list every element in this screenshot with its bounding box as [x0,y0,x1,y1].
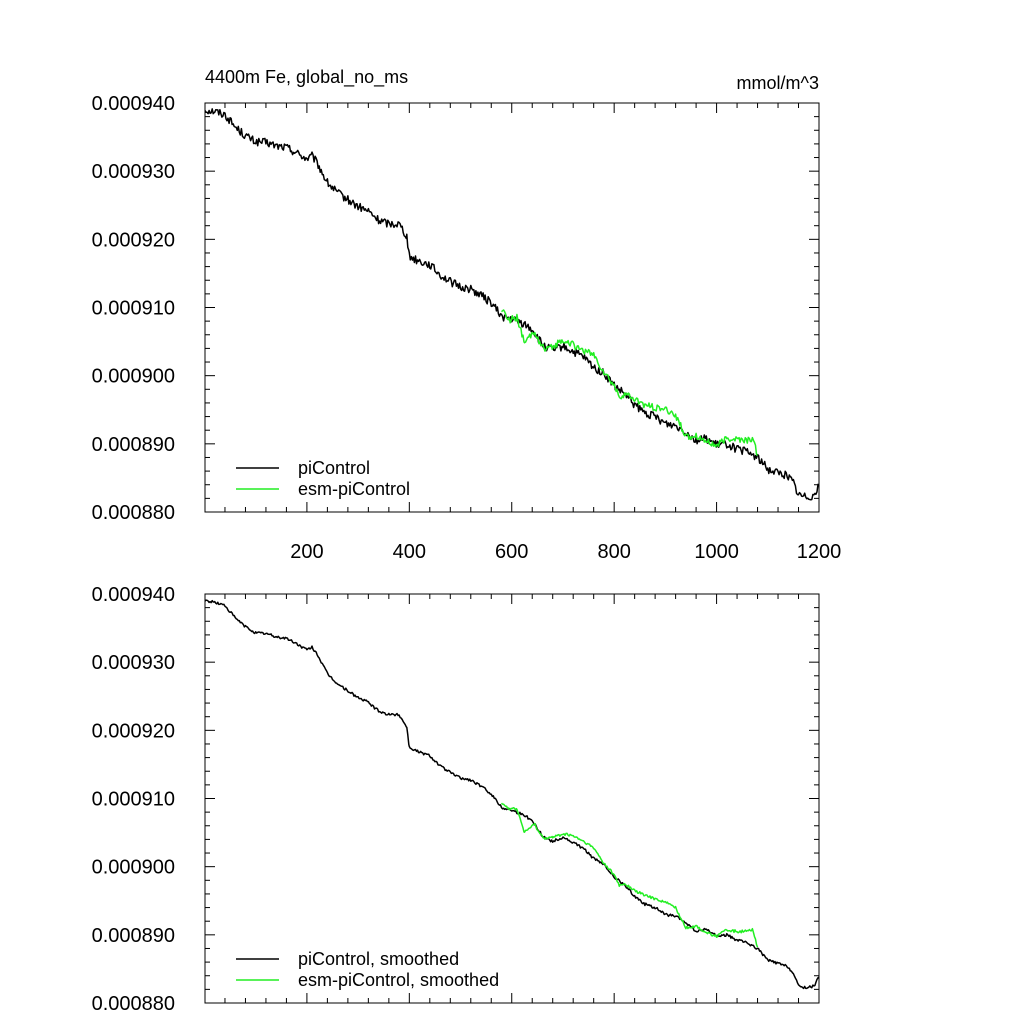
y-tick-label: 0.000890 [92,925,175,947]
x-tick-label: 400 [393,541,426,563]
y-tick-label: 0.000940 [92,93,175,115]
y-tick-label: 0.000900 [92,366,175,388]
series-line-esm-picontrol [500,802,759,948]
y-tick-label: 0.000920 [92,229,175,251]
x-tick-label: 200 [290,541,323,563]
x-tick-label: 800 [597,541,630,563]
series-line-esm-picontrol [500,309,758,456]
y-tick-label: 0.000910 [92,789,175,811]
series-line-picontrol [204,108,820,501]
x-tick-label: 600 [495,541,528,563]
legend-label: esm-piControl, smoothed [298,970,499,990]
y-tick-label: 0.000910 [92,298,175,320]
y-tick-label: 0.000920 [92,720,175,742]
plot-frame [204,102,820,513]
chart-title: 4400m Fe, global_no_ms [205,67,408,88]
legend-label: piControl [298,458,370,478]
x-tick-label: 1000 [694,541,739,563]
plot-frame [204,593,820,1004]
y-tick-label: 0.000900 [92,857,175,879]
y-tick-label: 0.000880 [92,502,175,524]
y-tick-label: 0.000880 [92,993,175,1015]
y-tick-label: 0.000930 [92,652,175,674]
y-tick-label: 0.000890 [92,434,175,456]
y-tick-label: 0.000940 [92,584,175,606]
y-tick-label: 0.000930 [92,161,175,183]
legend-label: esm-piControl [298,479,410,499]
legend-label: piControl, smoothed [298,949,459,969]
top-panel: 0.000880 0.000890 0.000900 0.000910 0.000920… [92,67,842,563]
bottom-panel: 0.000880 0.000890 0.000900 0.000910 0.000920… [92,584,820,1015]
units-label: mmol/m^3 [737,73,819,93]
x-tick-label: 1200 [797,541,842,563]
